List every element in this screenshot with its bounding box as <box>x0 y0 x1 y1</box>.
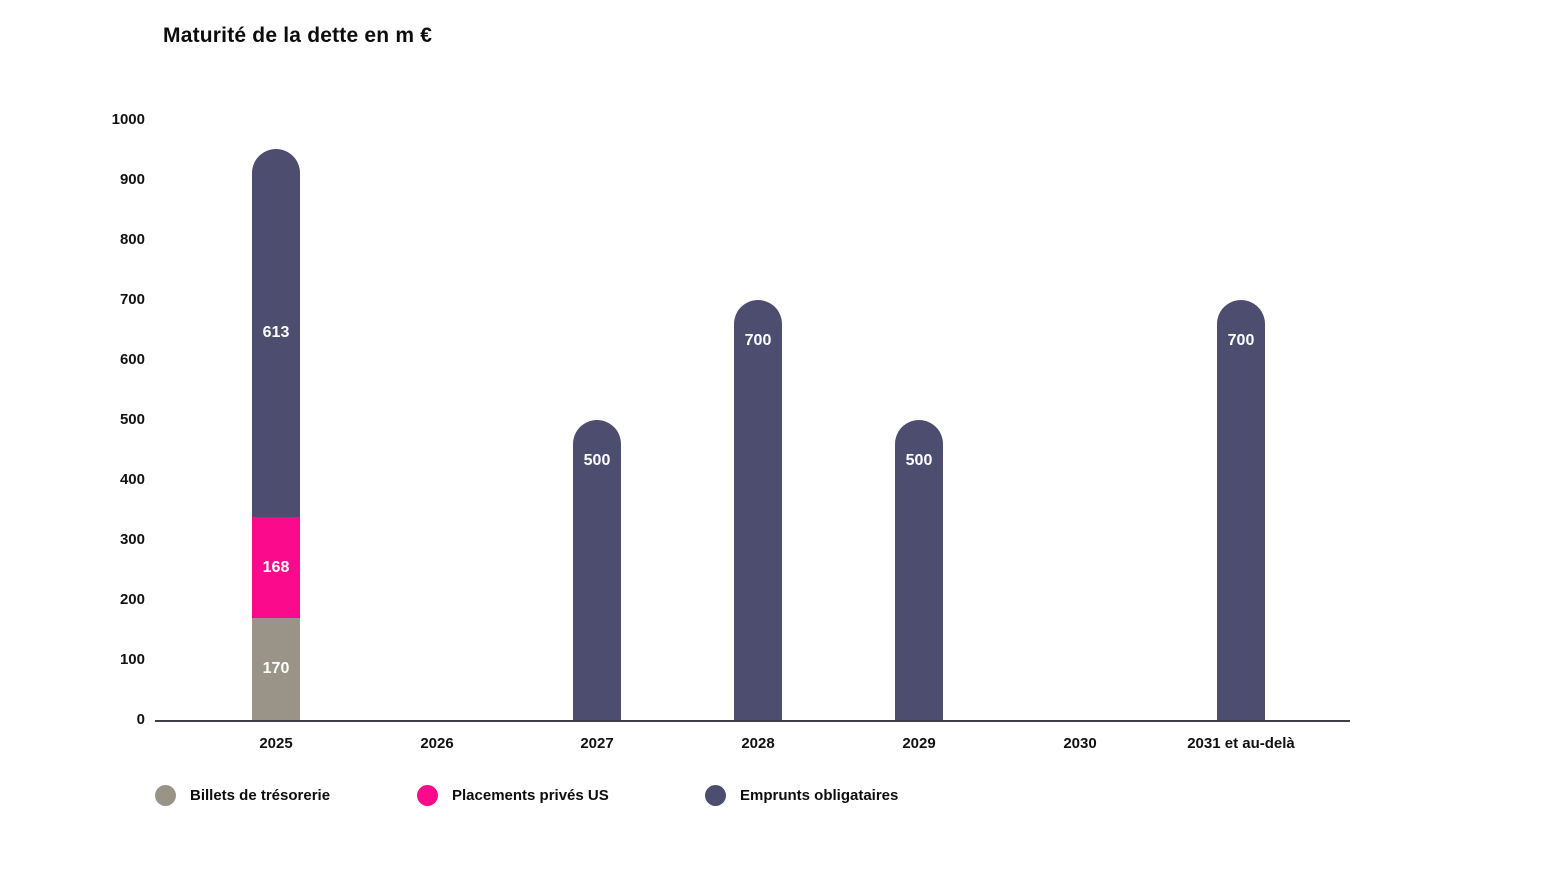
y-axis-tick-label: 1000 <box>111 111 145 128</box>
legend-label: Placements privés US <box>452 786 609 804</box>
y-axis-tick-label: 200 <box>119 591 145 608</box>
chart-title: Maturité de la dette en m € <box>163 24 433 47</box>
legend-item: Emprunts obligataires <box>705 784 898 806</box>
y-axis-tick-label: 500 <box>119 411 145 428</box>
bar-segment <box>252 149 300 518</box>
bar-value-label: 613 <box>262 324 290 342</box>
y-axis-tick-label: 900 <box>119 171 145 188</box>
y-axis-tick-label: 100 <box>119 651 145 668</box>
legend-color-dot <box>155 784 176 806</box>
bar-segment <box>252 618 300 720</box>
legend-color-dot <box>705 784 726 806</box>
x-axis-line <box>155 720 1350 722</box>
bar-segment <box>252 517 300 618</box>
x-axis-category-label: 2030 <box>1063 735 1097 752</box>
bar-value-label: 168 <box>262 558 290 576</box>
bar-value-label: 500 <box>583 452 611 469</box>
x-axis-category-label: 2026 <box>420 735 454 752</box>
legend-item: Placements privés US <box>417 784 609 806</box>
bar-segment <box>895 420 943 720</box>
legend-color-dot <box>417 784 438 806</box>
y-axis-tick-label: 300 <box>119 531 145 548</box>
legend-label: Emprunts obligataires <box>740 786 899 804</box>
y-axis-tick-label: 0 <box>136 711 145 728</box>
x-axis-category-label: 2025 <box>259 735 293 752</box>
bar-segment <box>1217 300 1265 720</box>
y-axis-tick-label: 400 <box>119 471 145 488</box>
legend: Billets de trésorerie Placements privés U… <box>0 784 1560 808</box>
y-axis-tick-label: 700 <box>119 291 145 308</box>
x-axis-category-label: 2029 <box>902 735 936 752</box>
bar-segment <box>573 420 621 720</box>
x-axis-category-label: 2031 et au-delà <box>1187 735 1295 752</box>
legend-label: Billets de trésorerie <box>190 786 331 804</box>
x-axis-category-label: 2027 <box>580 735 614 752</box>
y-axis-tick-label: 800 <box>119 231 145 248</box>
bar-segment <box>734 300 782 720</box>
bar-value-label: 170 <box>262 660 290 677</box>
legend-item: Billets de trésorerie <box>155 784 330 806</box>
y-axis-tick-label: 600 <box>119 351 145 368</box>
bar-value-label: 700 <box>1227 332 1255 349</box>
bar-value-label: 500 <box>905 452 933 469</box>
bar-value-label: 700 <box>744 332 772 349</box>
x-axis-category-label: 2028 <box>741 735 775 752</box>
